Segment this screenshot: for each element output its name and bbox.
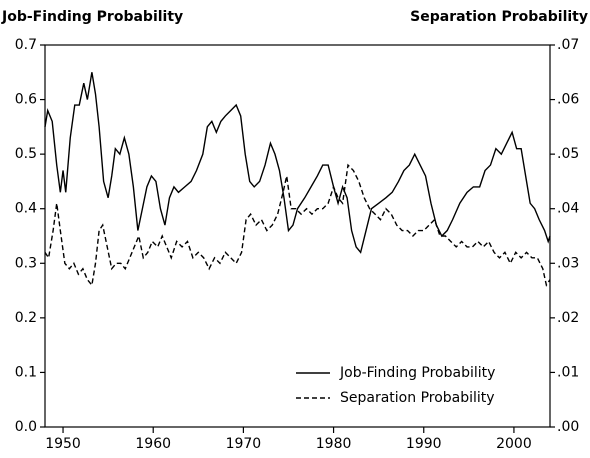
y-tick-label: 0.5	[15, 146, 37, 162]
line-series	[44, 72, 551, 254]
x-tick-label: 1970	[226, 436, 262, 452]
y-axis-title: Job-Finding Probability	[1, 9, 183, 25]
legend-label: Separation Probability	[340, 390, 495, 406]
y-tick-label: 0.1	[15, 364, 37, 380]
x-tick-label: 1980	[316, 436, 352, 452]
x-tick-label: 1950	[45, 436, 81, 452]
y-tick-label: 0.2	[15, 310, 37, 326]
y2-axis-title: Separation Probability	[410, 9, 588, 25]
y-tick-label: 0.7	[15, 37, 37, 53]
x-tick-label: 1990	[406, 436, 442, 452]
y2-tick-label: .00	[557, 419, 579, 435]
y-tick-label: 0.0	[15, 419, 37, 435]
y2-tick-label: .02	[557, 310, 579, 326]
y-tick-label: 0.4	[15, 201, 37, 217]
y2-tick-label: .03	[557, 255, 579, 271]
y2-tick-label: .07	[557, 37, 579, 53]
line-series	[44, 163, 551, 287]
y2-tick-label: .04	[557, 201, 579, 217]
y2-tick-label: .05	[557, 146, 579, 162]
y2-tick-label: .06	[557, 92, 579, 108]
y2-tick-label: .01	[557, 364, 579, 380]
x-tick-label: 2000	[496, 436, 532, 452]
x-tick-label: 1960	[135, 436, 171, 452]
y-tick-label: 0.6	[15, 92, 37, 108]
y-tick-label: 0.3	[15, 255, 37, 271]
legend-label: Job-Finding Probability	[339, 365, 495, 381]
